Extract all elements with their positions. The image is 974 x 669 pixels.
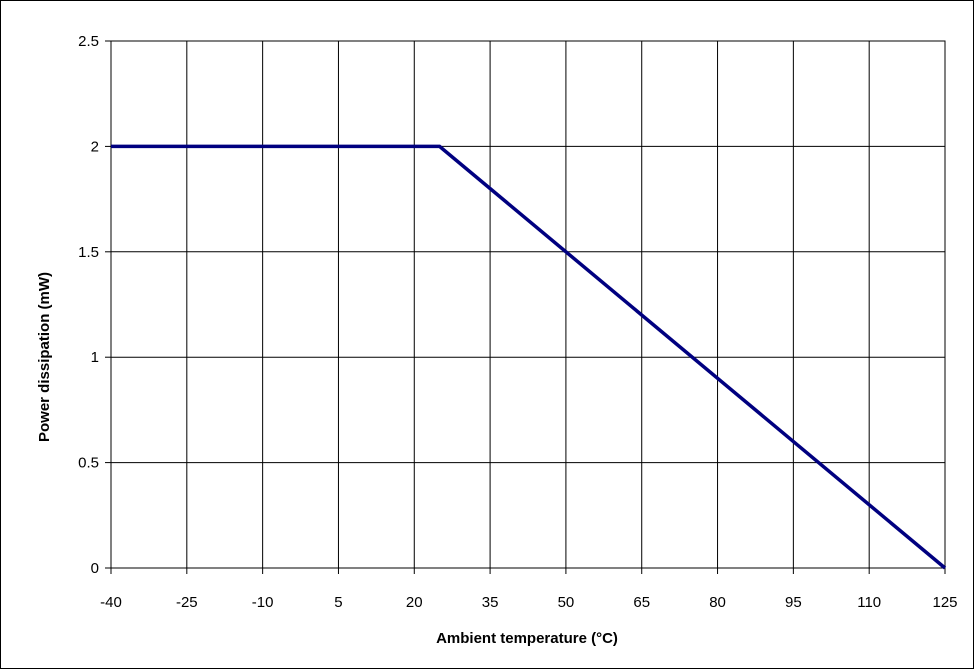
y-tick-labels: 0 0.5 1 1.5 2 2.5 xyxy=(78,33,99,577)
y-tick-label: 1.5 xyxy=(78,244,99,261)
series-line xyxy=(111,144,947,570)
x-tick-label: 80 xyxy=(709,594,726,611)
series-layer xyxy=(111,144,947,570)
x-tick-label: 5 xyxy=(334,594,342,611)
y-tick-label: 2 xyxy=(91,138,99,155)
x-tick-label: 20 xyxy=(406,594,423,611)
x-tick-label: 50 xyxy=(558,594,575,611)
axis-ticks xyxy=(105,40,946,574)
x-tick-label: 35 xyxy=(482,594,499,611)
x-tick-label: -40 xyxy=(100,594,122,611)
y-tick-label: 0 xyxy=(91,560,99,577)
x-tick-labels: -40 -25 -10 5 20 35 50 65 80 95 110 125 xyxy=(100,594,957,611)
x-axis-title: Ambient temperature (°C) xyxy=(436,630,618,647)
x-tick-label: 110 xyxy=(857,594,881,611)
x-tick-label: 125 xyxy=(932,594,957,611)
y-tick-label: 0.5 xyxy=(78,455,99,472)
y-axis-title: Power dissipation (mW) xyxy=(36,272,53,442)
plot-area-border xyxy=(110,40,946,569)
x-tick-label: 65 xyxy=(633,594,650,611)
x-tick-label: -25 xyxy=(176,594,198,611)
y-tick-label: 2.5 xyxy=(78,33,99,50)
x-tick-label: -10 xyxy=(252,594,274,611)
x-tick-label: 95 xyxy=(785,594,802,611)
y-tick-label: 1 xyxy=(91,349,99,366)
grid xyxy=(110,40,946,569)
